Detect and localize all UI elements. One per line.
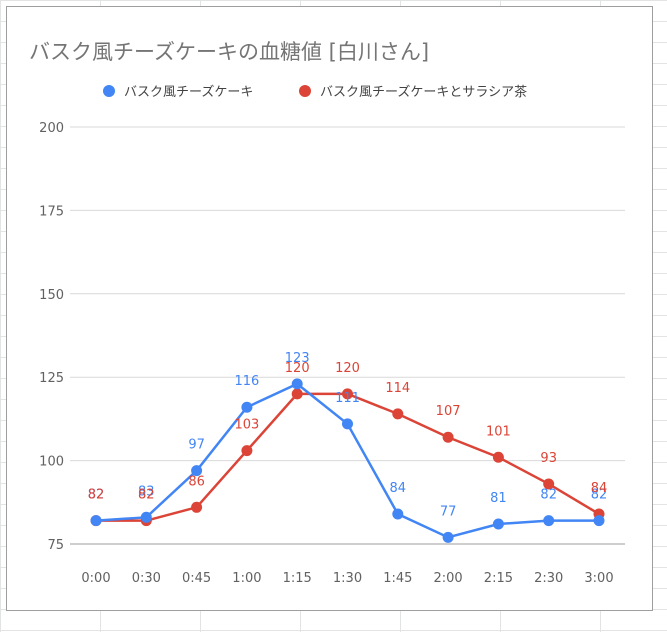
- data-point[interactable]: [392, 508, 404, 520]
- data-label: 103: [234, 418, 259, 433]
- x-tick-label: 1:00: [232, 571, 261, 586]
- data-point[interactable]: [442, 531, 454, 543]
- data-point[interactable]: [543, 478, 555, 490]
- data-point[interactable]: [191, 501, 203, 513]
- data-point[interactable]: [90, 515, 102, 527]
- data-label: 82: [138, 488, 155, 503]
- x-tick-label: 0:45: [182, 571, 211, 586]
- series-line: [96, 392, 600, 522]
- data-label: 101: [486, 424, 511, 439]
- data-point[interactable]: [593, 515, 605, 527]
- data-point[interactable]: [191, 465, 203, 477]
- data-point[interactable]: [492, 518, 504, 530]
- x-tick-label: 1:15: [283, 571, 312, 586]
- data-label: 81: [490, 491, 507, 506]
- data-label: 111: [335, 391, 360, 406]
- x-tick-label: 3:00: [584, 571, 613, 586]
- data-point[interactable]: [140, 511, 152, 523]
- data-label: 84: [390, 481, 407, 496]
- data-point[interactable]: [392, 408, 404, 420]
- data-label: 77: [440, 504, 457, 519]
- y-tick-label: 100: [39, 455, 64, 470]
- y-tick-label: 75: [47, 538, 64, 553]
- chart-title: バスク風チーズケーキの血糖値 [白川さん]: [29, 40, 430, 64]
- data-point[interactable]: [291, 388, 303, 400]
- chart-container[interactable]: [6, 6, 653, 611]
- y-tick-label: 125: [39, 371, 64, 386]
- x-tick-label: 1:30: [333, 571, 362, 586]
- data-label: 82: [88, 488, 105, 503]
- data-label: 114: [385, 381, 410, 396]
- data-label: 107: [436, 404, 461, 419]
- data-point[interactable]: [291, 378, 303, 390]
- data-label: 123: [285, 351, 310, 366]
- y-tick-label: 150: [39, 288, 64, 303]
- x-tick-label: 2:00: [433, 571, 462, 586]
- legend-label[interactable]: バスク風チーズケーキとサラシア茶: [320, 84, 527, 100]
- legend-marker: [103, 85, 115, 97]
- data-label: 97: [188, 438, 205, 453]
- legend-label[interactable]: バスク風チーズケーキ: [124, 84, 253, 100]
- data-label: 83: [138, 484, 155, 499]
- legend-marker: [299, 85, 311, 97]
- data-label: 82: [540, 488, 557, 503]
- data-point[interactable]: [543, 515, 555, 527]
- x-tick-label: 0:30: [132, 571, 161, 586]
- data-label: 82: [88, 488, 105, 503]
- data-label: 82: [591, 488, 608, 503]
- data-label: 86: [188, 474, 205, 489]
- data-label: 116: [234, 374, 259, 389]
- x-tick-label: 0:00: [81, 571, 110, 586]
- data-point[interactable]: [342, 388, 353, 400]
- data-point[interactable]: [342, 418, 353, 430]
- data-label: 120: [335, 361, 360, 376]
- x-tick-label: 1:45: [383, 571, 412, 586]
- data-label: 120: [285, 361, 310, 376]
- data-point[interactable]: [241, 401, 253, 413]
- x-tick-label: 2:30: [534, 571, 563, 586]
- data-point[interactable]: [492, 451, 504, 463]
- data-point[interactable]: [442, 431, 454, 443]
- y-tick-label: 200: [39, 121, 64, 136]
- y-tick-label: 175: [39, 204, 64, 219]
- data-label: 84: [591, 481, 608, 496]
- x-tick-label: 2:15: [484, 571, 513, 586]
- data-label: 93: [540, 451, 557, 466]
- data-point[interactable]: [241, 445, 253, 457]
